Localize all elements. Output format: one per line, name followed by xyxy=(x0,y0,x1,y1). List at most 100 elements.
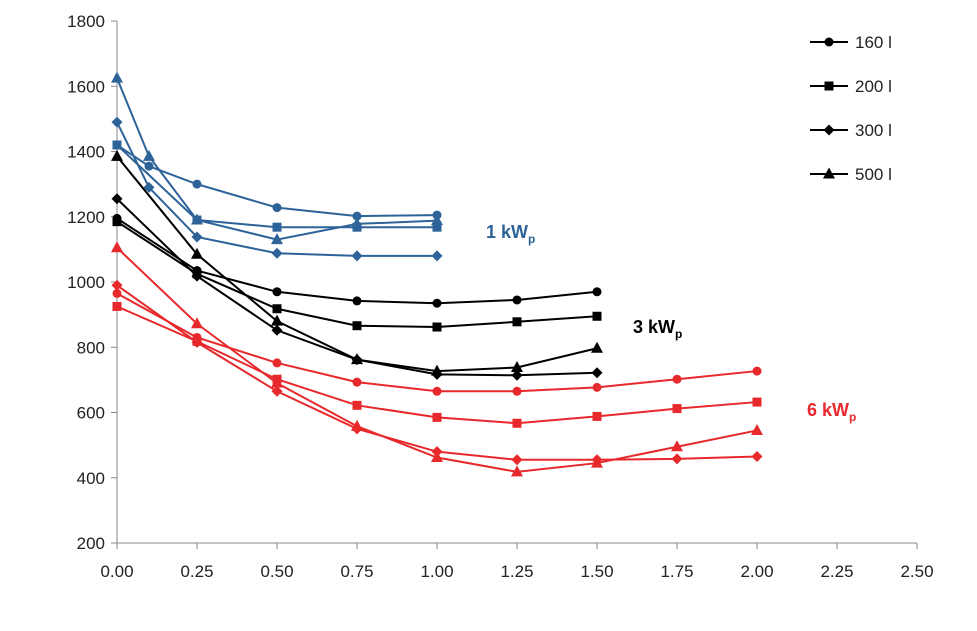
data-point xyxy=(272,203,282,213)
x-tick-label: 2.25 xyxy=(820,562,853,581)
data-point xyxy=(512,317,522,327)
x-tick-label: 1.50 xyxy=(580,562,613,581)
data-point xyxy=(272,287,282,297)
data-point xyxy=(352,211,362,221)
data-point xyxy=(271,233,283,245)
series-line xyxy=(116,144,438,218)
y-tick-label: 1600 xyxy=(67,77,105,96)
data-point xyxy=(672,404,682,414)
data-point xyxy=(432,412,442,422)
data-point xyxy=(111,116,123,128)
y-tick-label: 600 xyxy=(77,404,105,423)
data-point xyxy=(592,311,602,321)
data-point xyxy=(671,440,683,452)
data-point xyxy=(112,301,122,311)
group-label-main: 6 kW xyxy=(807,400,849,420)
data-point xyxy=(352,400,362,410)
legend: 160 l 200 l 300 l 500 l xyxy=(810,33,892,184)
data-point xyxy=(352,377,362,387)
legend-marker xyxy=(823,124,835,136)
data-point xyxy=(352,296,362,306)
group-label-subscript: p xyxy=(675,327,682,341)
data-point xyxy=(272,304,282,314)
group-label-subscript: p xyxy=(528,232,535,246)
data-point xyxy=(432,298,442,308)
x-tick-label: 0.75 xyxy=(340,562,373,581)
data-point xyxy=(591,341,603,353)
x-tick-label: 1.25 xyxy=(500,562,533,581)
data-point xyxy=(271,314,283,326)
data-point xyxy=(352,321,362,331)
group-label-subscript: p xyxy=(849,410,856,424)
data-point xyxy=(592,411,602,421)
data-point xyxy=(672,374,682,384)
data-point xyxy=(431,250,443,262)
data-point xyxy=(143,181,155,193)
data-point xyxy=(511,360,523,372)
legend-label: 300 l xyxy=(855,121,892,140)
series-group xyxy=(111,241,763,477)
data-point xyxy=(272,358,282,368)
legend-marker xyxy=(823,167,835,179)
y-tick-label: 1000 xyxy=(67,273,105,292)
data-point xyxy=(432,222,442,232)
x-tick-label: 0.25 xyxy=(180,562,213,581)
data-point xyxy=(511,454,523,466)
data-point xyxy=(512,418,522,428)
data-point xyxy=(192,179,202,189)
data-point xyxy=(511,369,523,381)
data-point xyxy=(272,222,282,232)
y-tick-label: 200 xyxy=(77,534,105,553)
legend-marker xyxy=(824,37,834,47)
group-label: 6 kWp xyxy=(807,400,856,424)
data-point xyxy=(144,161,154,171)
data-point xyxy=(112,217,122,227)
legend-label: 160 l xyxy=(855,33,892,52)
data-point xyxy=(191,270,203,282)
legend-marker xyxy=(824,81,834,91)
data-point xyxy=(431,451,443,463)
x-tick-label: 2.50 xyxy=(900,562,933,581)
data-point xyxy=(271,376,283,388)
legend-label: 200 l xyxy=(855,77,892,96)
data-point xyxy=(191,336,203,348)
data-point xyxy=(591,456,603,468)
data-point xyxy=(351,250,363,262)
data-point xyxy=(271,385,283,397)
data-point xyxy=(143,149,155,161)
data-point xyxy=(111,279,123,291)
series-group xyxy=(111,149,603,381)
series-line xyxy=(116,121,437,257)
y-tick-label: 1400 xyxy=(67,143,105,162)
data-point xyxy=(112,288,122,298)
x-tick-label: 1.75 xyxy=(660,562,693,581)
data-point xyxy=(112,140,122,150)
x-tick-label: 1.00 xyxy=(420,562,453,581)
data-point xyxy=(351,353,363,365)
data-point xyxy=(751,451,763,463)
x-tick-label: 0.00 xyxy=(100,562,133,581)
x-tick-label: 2.00 xyxy=(740,562,773,581)
data-point xyxy=(512,386,522,396)
data-point xyxy=(752,397,762,407)
axes: 200 400 600 800 1000 1200 1400 1600 1800 0.00 0.25… xyxy=(67,12,933,581)
x-tick-label: 0.50 xyxy=(260,562,293,581)
series-line xyxy=(116,77,438,241)
data-point xyxy=(752,366,762,376)
data-point xyxy=(191,317,203,329)
data-point xyxy=(431,364,443,376)
data-point xyxy=(271,324,283,336)
data-point xyxy=(512,295,522,305)
data-point xyxy=(191,247,203,259)
data-point xyxy=(191,213,203,225)
data-point xyxy=(351,419,363,431)
data-point xyxy=(111,149,123,161)
legend-label: 500 l xyxy=(855,165,892,184)
data-point xyxy=(271,247,283,259)
data-point xyxy=(111,193,123,205)
data-point xyxy=(592,382,602,392)
y-tick-label: 400 xyxy=(77,469,105,488)
y-tick-label: 1800 xyxy=(67,12,105,31)
